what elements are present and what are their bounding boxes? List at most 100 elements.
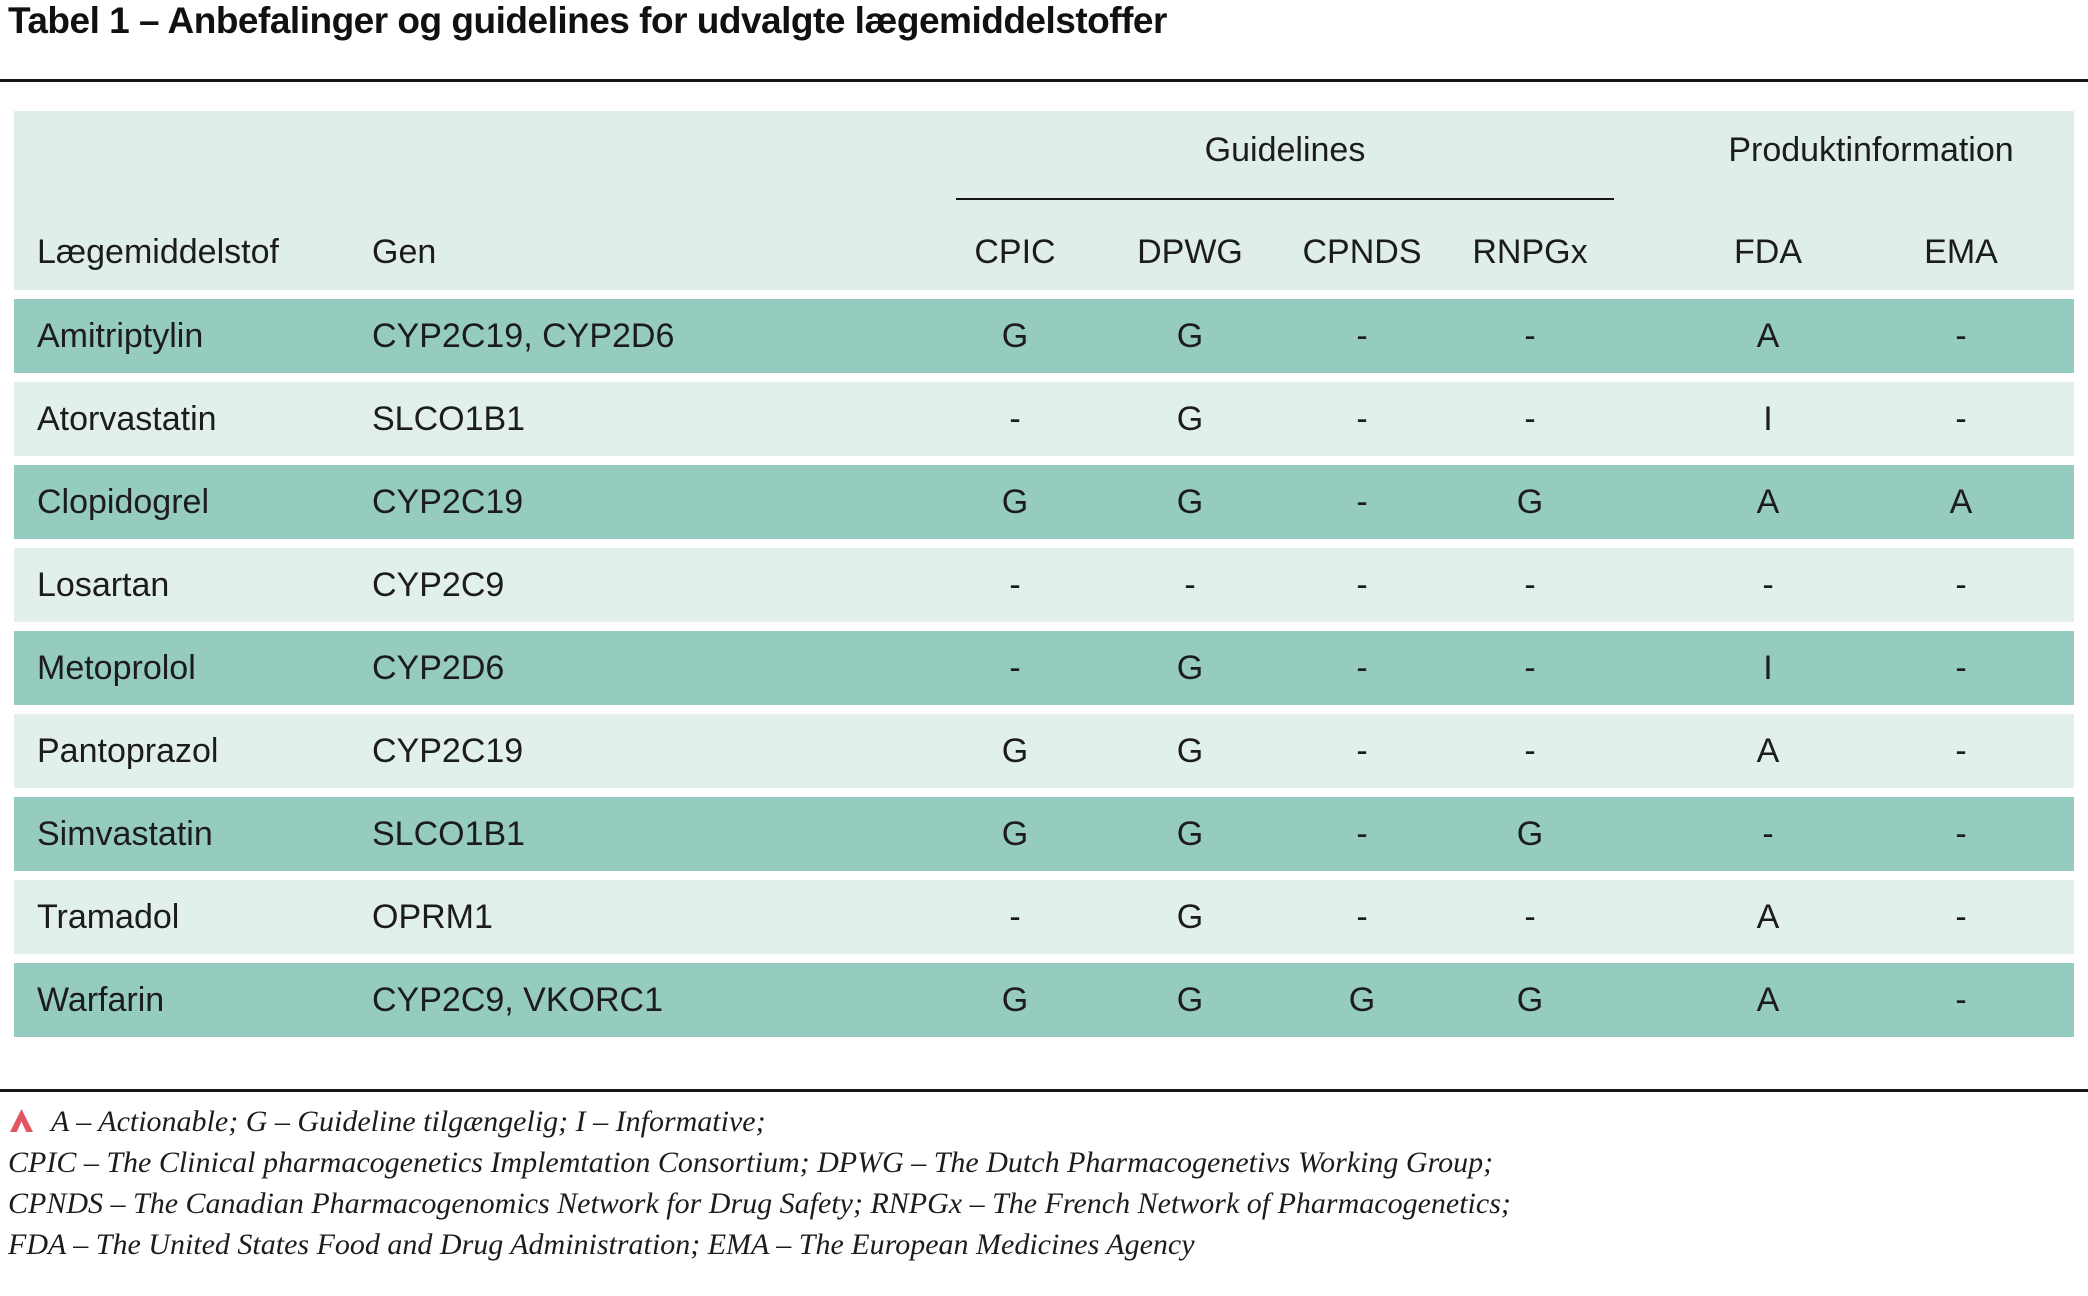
value-cell: G — [1001, 980, 1029, 1019]
table-row: Clopidogrel CYP2C19 G G - G A A — [14, 465, 2074, 539]
value-cell: - — [1524, 565, 1536, 604]
column-header-6: FDA — [1734, 232, 1802, 271]
drug-cell: Metoprolol — [37, 648, 196, 687]
value-cell: G — [1001, 814, 1029, 853]
drug-cell: Clopidogrel — [37, 482, 209, 521]
value-cell: G — [1001, 731, 1029, 770]
value-cell: - — [1356, 648, 1368, 687]
column-header-5: RNPGx — [1472, 232, 1588, 271]
value-cell: - — [1524, 731, 1536, 770]
value-cell: - — [1524, 316, 1536, 355]
table-row: Atorvastatin SLCO1B1 - G - - I - — [14, 382, 2074, 456]
drug-cell: Tramadol — [37, 897, 180, 936]
value-cell: - — [1955, 980, 1967, 1019]
value-cell: A — [1756, 897, 1780, 936]
value-cell: - — [1009, 648, 1021, 687]
footnote-line: CPNDS – The Canadian Pharmacogenomics Ne… — [8, 1187, 1511, 1220]
gene-cell: CYP2D6 — [372, 648, 505, 687]
table-row: Pantoprazol CYP2C19 G G - - A - — [14, 714, 2074, 788]
drug-cell: Warfarin — [37, 980, 165, 1019]
value-cell: A — [1756, 980, 1780, 1019]
drug-cell: Simvastatin — [37, 814, 213, 853]
footnote-text: A – Actionable; G – Guideline tilgængeli… — [51, 1105, 766, 1138]
column-header-4: CPNDS — [1302, 232, 1422, 271]
table-row: Amitriptylin CYP2C19, CYP2D6 G G - - A - — [14, 299, 2074, 373]
table-body: Amitriptylin CYP2C19, CYP2D6 G G - - A - Atorvas… — [14, 299, 2074, 1037]
caret-up-icon — [8, 1107, 35, 1133]
gene-cell: OPRM1 — [372, 897, 493, 936]
gene-cell: CYP2C19 — [372, 482, 524, 521]
drug-cell: Losartan — [37, 565, 170, 604]
table-row: Metoprolol CYP2D6 - G - - I - — [14, 631, 2074, 705]
value-cell: - — [1762, 565, 1774, 604]
column-header-row: Lægemiddelstof Gen CPIC DPWG CPNDS RNPGx FDA EM… — [14, 229, 2074, 275]
value-cell: - — [1524, 399, 1536, 438]
value-cell: - — [1356, 482, 1368, 521]
group-header-produktinformation: Produktinformation — [1728, 131, 2014, 169]
column-header-1: Gen — [372, 232, 437, 271]
gene-cell: CYP2C19, CYP2D6 — [372, 316, 675, 355]
column-header-7: EMA — [1924, 232, 1998, 271]
column-header-3: DPWG — [1137, 232, 1243, 271]
value-cell: - — [1955, 565, 1967, 604]
value-cell: - — [1356, 731, 1368, 770]
value-cell: G — [1516, 814, 1544, 853]
top-rule — [0, 79, 2088, 82]
value-cell: - — [1762, 814, 1774, 853]
value-cell: - — [1009, 897, 1021, 936]
table-row: Tramadol OPRM1 - G - - A - — [14, 880, 2074, 954]
value-cell: G — [1001, 316, 1029, 355]
value-cell: G — [1001, 482, 1029, 521]
value-cell: - — [1184, 565, 1196, 604]
table-title: Tabel 1 – Anbefalinger og guidelines for… — [8, 0, 1167, 41]
table-row: Warfarin CYP2C9, VKORC1 G G G G A - — [14, 963, 2074, 1037]
footnote-line: CPIC – The Clinical pharmacogenetics Imp… — [8, 1146, 1494, 1179]
value-cell: - — [1955, 316, 1967, 355]
gene-cell: SLCO1B1 — [372, 814, 526, 853]
bottom-rule — [0, 1089, 2088, 1092]
gene-cell: SLCO1B1 — [372, 399, 526, 438]
value-cell: - — [1009, 399, 1021, 438]
column-header-0: Lægemiddelstof — [37, 232, 279, 271]
table-row: Simvastatin SLCO1B1 G G - G - - — [14, 797, 2074, 871]
footnotes: A – Actionable; G – Guideline tilgængeli… — [8, 1101, 2078, 1265]
group-header-guidelines: Guidelines — [1204, 131, 1366, 169]
value-cell: G — [1176, 316, 1204, 355]
data-table: Guidelines Produktinformation Lægemiddel… — [14, 111, 2074, 1046]
value-cell: - — [1356, 316, 1368, 355]
drug-cell: Atorvastatin — [37, 399, 217, 438]
value-cell: - — [1524, 897, 1536, 936]
value-cell: G — [1176, 897, 1204, 936]
value-cell: G — [1516, 482, 1544, 521]
value-cell: A — [1756, 731, 1780, 770]
drug-cell: Pantoprazol — [37, 731, 219, 770]
column-header-2: CPIC — [974, 232, 1056, 271]
value-cell: - — [1524, 648, 1536, 687]
value-cell: G — [1348, 980, 1376, 1019]
value-cell: - — [1009, 565, 1021, 604]
value-cell: G — [1176, 731, 1204, 770]
table-row: Losartan CYP2C9 - - - - - - — [14, 548, 2074, 622]
gene-cell: CYP2C19 — [372, 731, 524, 770]
value-cell: I — [1763, 648, 1773, 687]
value-cell: - — [1955, 731, 1967, 770]
footnote-line: FDA – The United States Food and Drug Ad… — [8, 1228, 1195, 1261]
value-cell: - — [1955, 648, 1967, 687]
value-cell: - — [1955, 814, 1967, 853]
value-cell: G — [1176, 648, 1204, 687]
value-cell: - — [1356, 897, 1368, 936]
footnote-line: A – Actionable; G – Guideline tilgængeli… — [8, 1101, 2078, 1142]
value-cell: - — [1356, 814, 1368, 853]
value-cell: G — [1176, 814, 1204, 853]
value-cell: A — [1756, 316, 1780, 355]
value-cell: - — [1955, 897, 1967, 936]
value-cell: G — [1176, 399, 1204, 438]
value-cell: G — [1516, 980, 1544, 1019]
value-cell: - — [1955, 399, 1967, 438]
value-cell: A — [1949, 482, 1973, 521]
table-header-band: Guidelines Produktinformation Lægemiddel… — [14, 111, 2074, 290]
value-cell: I — [1763, 399, 1773, 438]
drug-cell: Amitriptylin — [37, 316, 204, 355]
value-cell: G — [1176, 482, 1204, 521]
